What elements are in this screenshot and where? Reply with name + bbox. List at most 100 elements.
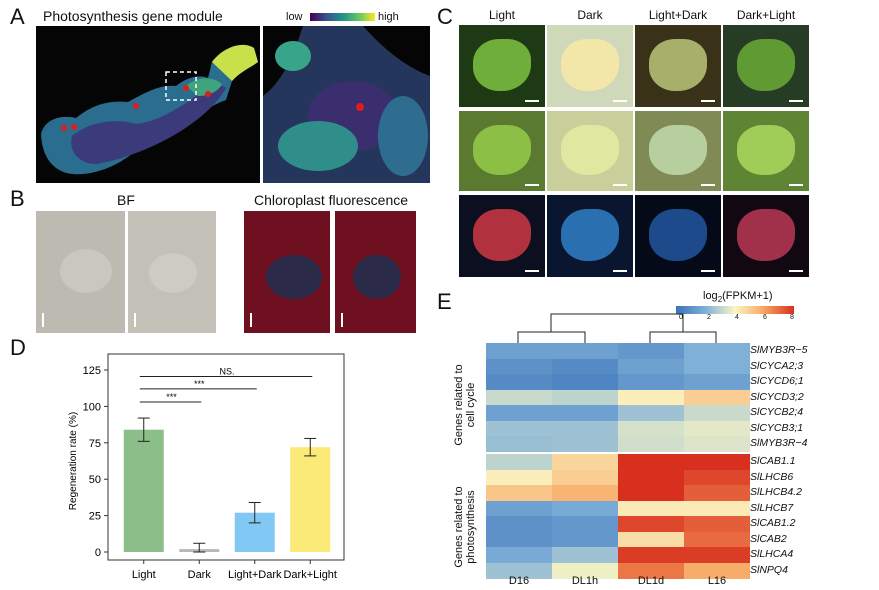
plant-photo-r3-c2	[547, 195, 633, 277]
heatmap-cell	[552, 374, 618, 390]
gene-label: SlLHCA4	[750, 548, 794, 560]
heatmap-cell	[552, 405, 618, 421]
colorbar-tick-6: 6	[763, 314, 767, 321]
heatmap-cell	[684, 562, 750, 579]
heatmap-cell	[684, 436, 750, 452]
plant-photo-r1-c3	[635, 25, 721, 107]
heatmap-cell	[552, 389, 618, 406]
plant-photo-r3-c4	[723, 195, 809, 277]
heatmap-cell	[618, 405, 684, 421]
gene-label: SlCYCB2;4	[750, 406, 804, 418]
legend-high-label: high	[378, 11, 399, 23]
heatmap-cell	[684, 531, 750, 548]
heatmap-cell	[486, 547, 552, 563]
heatmap-cell	[486, 374, 552, 390]
heatmap-cell	[552, 500, 618, 517]
x-tick-label: Dark	[188, 569, 212, 581]
colorbar-tick-0: 0	[679, 314, 683, 321]
heatmap-cell	[684, 516, 750, 532]
colorbar-tick-4: 4	[735, 314, 739, 321]
module-expression-image-overview	[36, 26, 260, 183]
heatmap-column-label: L16	[707, 575, 727, 587]
heatmap-cell	[486, 405, 552, 421]
bar-dark-light	[290, 447, 331, 552]
column-light-dark: Light+Dark	[648, 8, 708, 22]
fluorescence-title: Chloroplast fluorescence	[253, 192, 409, 208]
plant-photo-r2-c3	[635, 111, 721, 191]
heatmap-cell	[552, 485, 618, 501]
x-tick-label: Light	[132, 569, 156, 581]
bf-image-2	[128, 211, 216, 333]
heatmap-cell	[618, 436, 684, 452]
plant-photo-r3-c1	[459, 195, 545, 277]
heatmap-cell	[618, 343, 684, 359]
heatmap-cell	[552, 531, 618, 548]
heatmap-cell	[486, 436, 552, 452]
heatmap-cell	[618, 420, 684, 437]
viridis-colorbar	[310, 13, 375, 21]
group-label-cell-cycle: Genes related to cell cycle	[453, 364, 477, 446]
x-tick-label: Light+Dark	[228, 569, 282, 581]
heatmap-cell	[618, 516, 684, 532]
heatmap-cell	[684, 358, 750, 375]
regeneration-bar-chart: 0 25 50 75 100 125 Regeneration rate (%) Light D…	[68, 353, 345, 581]
heatmap-cell	[684, 500, 750, 517]
heatmap-cell	[684, 454, 750, 470]
gene-label: SlNPQ4	[750, 563, 788, 576]
heatmap-cell	[552, 516, 618, 532]
heatmap-cell	[486, 562, 552, 579]
heatmap-cell	[684, 405, 750, 421]
heatmap-cell	[486, 389, 552, 406]
panel-c-label: C	[437, 4, 453, 29]
column-dark-light: Dark+Light	[736, 8, 796, 22]
plant-photo-r2-c1	[459, 111, 545, 191]
heatmap-cell	[552, 454, 618, 470]
heatmap-cell	[618, 485, 684, 501]
heatmap-cell	[486, 454, 552, 470]
y-tick-label: 75	[89, 438, 101, 450]
gene-label: SlCAB2	[750, 532, 787, 545]
heatmap-column-label: D16	[508, 575, 530, 587]
heatmap-cell	[618, 454, 684, 470]
heatmap-cell	[552, 358, 618, 375]
heatmap-cell	[552, 562, 618, 579]
gene-label: SlMYB3R−4	[750, 437, 808, 449]
heatmap-cell	[618, 500, 684, 517]
bar-light	[123, 429, 164, 552]
gene-label: SlCYCB3;1	[750, 421, 804, 434]
heatmap-cell	[684, 485, 750, 501]
x-tick-label: Dark+Light	[283, 569, 337, 581]
gene-label: SlCAB1.1	[750, 455, 796, 467]
legend-low-label: low	[286, 11, 303, 23]
gene-label: SlLHCB4.2	[750, 486, 802, 498]
heatmap-cell	[684, 374, 750, 390]
colorbar-tick-2: 2	[707, 314, 711, 321]
column-dendrogram	[517, 313, 717, 344]
heatmap-cell	[618, 562, 684, 579]
y-tick-label: 50	[89, 474, 101, 486]
heatmap-cell	[618, 389, 684, 406]
heatmap-cell	[486, 500, 552, 517]
y-tick-label: 0	[95, 547, 101, 559]
bf-image-1	[36, 211, 125, 333]
heatmap-cell	[618, 531, 684, 548]
heatmap-cell	[486, 420, 552, 437]
heatmap-cell	[486, 485, 552, 501]
bf-title: BF	[117, 192, 135, 208]
heatmap-cell	[684, 547, 750, 563]
gene-label: SlLHCB6	[750, 470, 794, 483]
heatmap-cell	[486, 469, 552, 486]
y-tick-label: 25	[89, 511, 101, 523]
heatmap-cell	[684, 469, 750, 486]
panel-a-title: Photosynthesis gene module	[43, 8, 223, 24]
plant-photo-r3-c3	[635, 195, 721, 277]
colorbar-title: log2(FPKM+1)	[703, 290, 773, 305]
module-expression-image-zoom	[263, 26, 430, 183]
gene-label: SlCYCD6;1	[750, 375, 804, 387]
heatmap-cell	[552, 436, 618, 452]
heatmap-cell	[618, 547, 684, 563]
significance-mark: ***	[166, 392, 177, 402]
plant-photo-r2-c4	[723, 111, 809, 191]
panel-b-label: B	[10, 186, 25, 211]
y-tick-label: 125	[83, 365, 101, 377]
